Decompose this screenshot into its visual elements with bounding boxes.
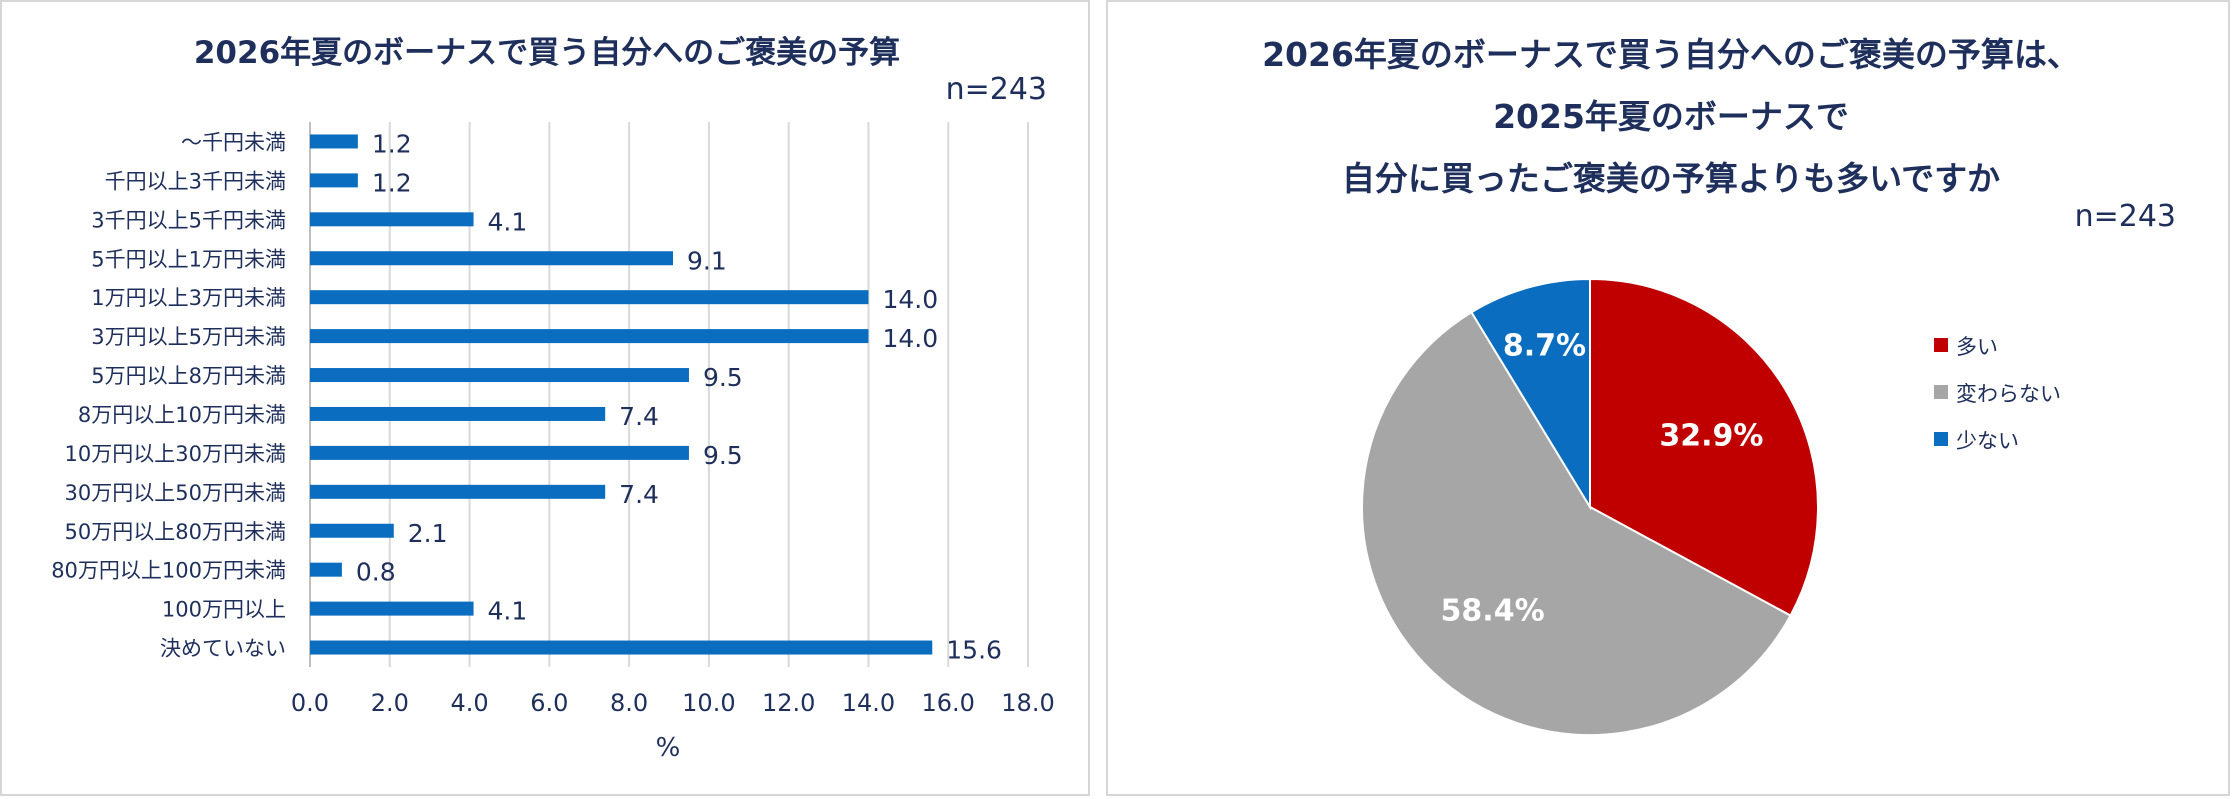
bar	[310, 134, 358, 149]
bar	[310, 562, 342, 577]
bar-value-label: 15.6	[946, 636, 1002, 665]
bar	[310, 290, 869, 305]
bar-value-label: 4.1	[488, 597, 528, 626]
bar-chart-x-ticks: 0.0 2.0 4.0 6.0 8.0 10.0 12.0 14.0 16.0 18.0	[291, 689, 1055, 717]
bar-value-label: 1.2	[372, 168, 412, 197]
bar	[310, 251, 673, 266]
bar-value-label: 0.8	[356, 558, 396, 587]
bar-value-label: 7.4	[619, 480, 659, 509]
pie-data-label: 58.4%	[1441, 593, 1545, 628]
legend-label: 少ない	[1956, 429, 2019, 453]
category-label: 50万円以上80万円未満	[65, 520, 286, 544]
bar	[310, 601, 474, 616]
x-tick-label: 0.0	[291, 689, 329, 717]
bar-value-label: 7.4	[619, 402, 659, 431]
bar-value-label: 9.5	[703, 363, 743, 392]
pie-chart-title-line-2: 2025年夏のボーナスで	[1493, 97, 1849, 136]
category-label: 1万円以上3万円未満	[91, 286, 286, 310]
category-label: 5千円以上1万円未満	[91, 247, 286, 271]
bar-value-label: 2.1	[408, 519, 448, 548]
x-tick-label: 16.0	[922, 689, 975, 717]
pie-data-label: 8.7%	[1503, 329, 1586, 364]
category-label: 80万円以上100万円未満	[51, 559, 286, 583]
bar	[310, 484, 606, 499]
pie-chart-panel: 2026年夏のボーナスで買う自分へのご褒美の予算は、 2025年夏のボーナスで …	[1106, 0, 2230, 796]
pie-chart-sample-size: n=243	[2075, 199, 2176, 234]
bar-value-label: 9.1	[687, 246, 727, 275]
pie-data-label: 32.9%	[1659, 419, 1763, 454]
bar-value-label: 9.5	[703, 441, 743, 470]
pie-chart-data-labels: 32.9% 58.4% 8.7%	[1441, 329, 1764, 629]
legend-swatch	[1934, 432, 1948, 446]
bar-chart: 2026年夏のボーナスで買う自分へのご褒美の予算 n=243 ～千円未満千円以上…	[51, 35, 1055, 763]
bar	[310, 329, 869, 344]
bar-value-label: 14.0	[882, 285, 938, 314]
x-tick-label: 4.0	[450, 689, 488, 717]
category-label: 千円以上3千円未満	[105, 169, 286, 193]
category-label: 3万円以上5万円未満	[91, 325, 286, 349]
bar-value-label: 1.2	[372, 129, 412, 158]
category-label: ～千円未満	[181, 130, 286, 154]
bar	[310, 406, 606, 421]
x-tick-label: 12.0	[762, 689, 815, 717]
pie-chart: 2026年夏のボーナスで買う自分へのご褒美の予算は、 2025年夏のボーナスで …	[1262, 35, 2176, 736]
legend-swatch	[1934, 385, 1948, 399]
bar-chart-x-axis-label: %	[656, 733, 681, 763]
pie-slice	[1470, 277, 1591, 511]
bar	[310, 445, 689, 460]
category-label: 5万円以上8万円未満	[91, 364, 286, 388]
category-label: 100万円以上	[162, 598, 286, 622]
category-label: 10万円以上30万円未満	[65, 442, 286, 466]
bar	[310, 640, 933, 655]
legend-swatch	[1934, 338, 1948, 352]
pie-chart-title-line-1: 2026年夏のボーナスで買う自分へのご褒美の予算は、	[1262, 35, 2080, 74]
bar-chart-bars	[310, 134, 933, 655]
bar-chart-title: 2026年夏のボーナスで買う自分へのご褒美の予算	[194, 35, 900, 71]
category-label: 3千円以上5千円未満	[91, 208, 286, 232]
bar-chart-panel: 2026年夏のボーナスで買う自分へのご褒美の予算 n=243 ～千円未満千円以上…	[0, 0, 1090, 796]
bar-chart-value-labels: 1.2 1.2 4.1 9.1 14.0 14.0 9.5 7.4 9.5 7.4 2.1 0.8 4.…	[356, 129, 1002, 664]
x-tick-label: 10.0	[682, 689, 735, 717]
pie-slice	[1361, 310, 1792, 736]
bar-value-label: 4.1	[488, 207, 528, 236]
bar	[310, 368, 689, 383]
x-tick-label: 8.0	[610, 689, 648, 717]
bar-chart-gridlines	[309, 122, 1029, 667]
x-tick-label: 18.0	[1001, 689, 1054, 717]
category-label: 8万円以上10万円未満	[78, 403, 286, 427]
x-tick-label: 2.0	[371, 689, 409, 717]
category-label: 30万円以上50万円未満	[65, 481, 286, 505]
pie-chart-slices	[1361, 277, 1819, 736]
legend-label: 変わらない	[1956, 382, 2061, 406]
x-tick-label: 14.0	[842, 689, 895, 717]
bar	[310, 173, 358, 188]
bar	[310, 212, 474, 227]
category-label: 決めていない	[160, 637, 286, 661]
bar	[310, 523, 394, 538]
pie-chart-title-line-3: 自分に買ったご褒美の予算よりも多いですか	[1342, 159, 2000, 198]
bar-value-label: 14.0	[882, 324, 938, 353]
pie-slice	[1589, 277, 1819, 617]
legend-label: 多い	[1956, 335, 1998, 359]
x-tick-label: 6.0	[530, 689, 568, 717]
bar-chart-sample-size: n=243	[946, 72, 1047, 107]
